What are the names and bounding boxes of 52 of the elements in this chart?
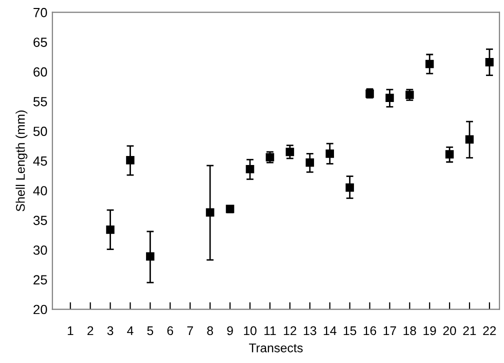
x-tick-label: 6 [167, 326, 174, 336]
y-tick-label: 50 [33, 126, 48, 136]
point [146, 252, 154, 261]
y-tick-label: 65 [34, 38, 48, 47]
x-tick-label: 18 [404, 326, 416, 336]
x-tick-label: 10 [244, 326, 256, 336]
point [326, 150, 334, 158]
point [126, 156, 134, 164]
point [425, 60, 434, 68]
x-tick-label: 15 [344, 326, 356, 336]
y-axis-title: Shell Length (mm) [16, 110, 28, 212]
x-axis-title: Transects [249, 344, 303, 352]
x-tick-label: 22 [483, 326, 496, 335]
y-tick-label: 30 [33, 245, 48, 255]
x-tick-label: 12 [284, 326, 296, 335]
point [485, 58, 494, 66]
point [465, 135, 474, 144]
x-tick-label: 16 [364, 326, 376, 336]
point [266, 153, 274, 162]
y-tick-label: 45 [33, 156, 48, 166]
point [405, 90, 414, 100]
point [106, 226, 114, 234]
point [386, 94, 394, 102]
y-tick-label: 55 [33, 97, 48, 106]
point [286, 148, 294, 156]
y-tick-label: 40 [33, 186, 48, 196]
x-tick-label: 8 [207, 326, 214, 336]
y-tick-label: 70 [34, 8, 48, 18]
x-tick-label: 5 [147, 326, 154, 336]
point [226, 204, 234, 214]
x-tick-label: 11 [264, 326, 276, 335]
x-tick-label: 1 [68, 326, 74, 335]
point [445, 150, 454, 158]
point [246, 164, 254, 174]
x-tick-label: 20 [443, 326, 456, 336]
x-tick-label: 17 [384, 326, 396, 335]
point [206, 208, 214, 217]
x-tick-label: 2 [87, 326, 94, 335]
x-tick-label: 7 [187, 326, 193, 335]
y-tick-label: 25 [34, 275, 48, 284]
y-tick-label: 20 [34, 304, 48, 314]
x-tick-label: 19 [424, 326, 436, 336]
x-tick-label: 14 [324, 326, 336, 335]
x-tick-label: 21 [463, 326, 476, 335]
x-tick-label: 9 [227, 326, 233, 336]
point [306, 158, 314, 167]
y-tick-label: 60 [34, 67, 48, 77]
x-tick-label: 13 [304, 326, 316, 336]
x-tick-label: 3 [107, 326, 114, 336]
y-tick-label: 35 [33, 216, 48, 226]
point [346, 183, 354, 192]
x-tick-label: 4 [127, 326, 134, 335]
